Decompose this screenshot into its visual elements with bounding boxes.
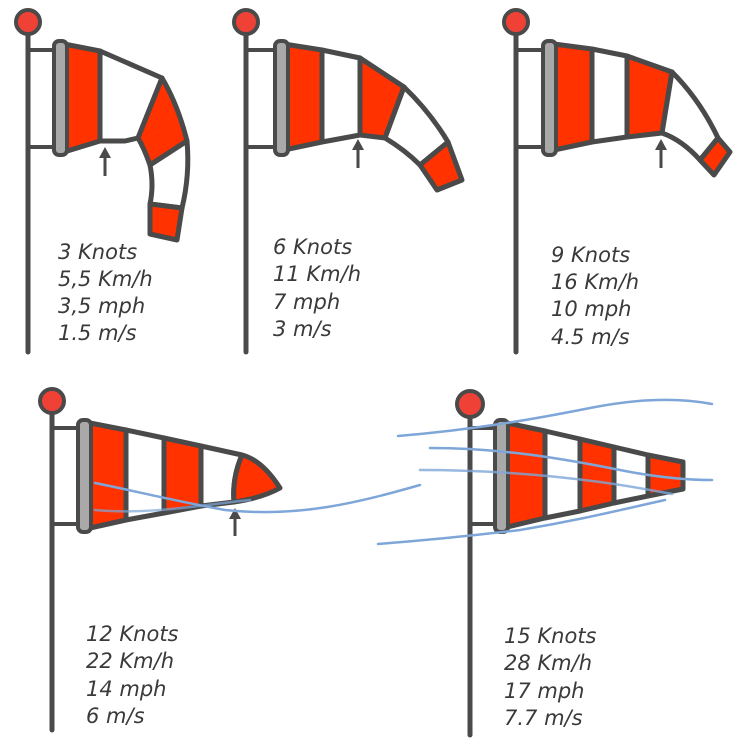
pole-ball <box>232 8 260 36</box>
collar <box>273 39 290 157</box>
speed-kmh: 11 Km/h <box>273 262 361 286</box>
speed-mph: 10 mph <box>551 297 632 321</box>
sock-stripe-2 <box>319 47 363 145</box>
sock-stripe-5 <box>645 452 686 499</box>
wind-lines <box>376 398 714 546</box>
sock-stripe-5 <box>231 452 283 505</box>
windsock-3-knots: 3 Knots 5,5 Km/h 3,5 mph 1.5 m/s <box>14 8 191 355</box>
speed-knots: 9 Knots <box>551 243 630 267</box>
collar <box>493 418 510 534</box>
sock-stripe-3 <box>577 436 617 514</box>
speed-mph: 14 mph <box>86 677 167 701</box>
speed-knots: 3 Knots <box>58 240 137 264</box>
collar <box>76 418 93 534</box>
windsock-9-knots: 9 Knots 16 Km/h 10 mph 4.5 m/s <box>502 8 733 355</box>
speed-mph: 7 mph <box>273 290 340 314</box>
collar <box>541 39 558 157</box>
windsock-6-knots: 6 Knots 11 Km/h 7 mph 3 m/s <box>232 8 465 355</box>
windsock-15-knots: 15 Knots 28 Km/h 17 mph 7.7 m/s <box>376 389 714 738</box>
speed-kmh: 28 Km/h <box>504 651 592 675</box>
sock-stripe-1 <box>551 41 595 153</box>
sock-stripe-5 <box>417 139 465 193</box>
speed-ms: 1.5 m/s <box>58 321 137 345</box>
speed-knots: 12 Knots <box>86 622 179 646</box>
sock <box>281 41 465 193</box>
sock-stripe-5 <box>147 201 185 243</box>
sock <box>551 41 733 178</box>
pole-ball <box>502 8 530 36</box>
speed-ms: 7.7 m/s <box>504 706 583 730</box>
wind-arrow <box>99 147 111 176</box>
windsock-12-knots: 12 Knots 22 Km/h 14 mph 6 m/s <box>38 387 422 733</box>
speed-knots: 6 Knots <box>273 235 352 259</box>
wind-arrow <box>655 139 667 168</box>
sock-stripe-2 <box>97 48 165 144</box>
speed-ms: 3 m/s <box>273 317 332 341</box>
wind-lines <box>93 481 422 514</box>
speed-kmh: 5,5 Km/h <box>58 267 153 291</box>
speed-ms: 4.5 m/s <box>551 325 630 349</box>
speed-mph: 17 mph <box>504 679 585 703</box>
sock <box>61 41 191 243</box>
sock-stripe-5 <box>697 135 733 178</box>
speed-kmh: 16 Km/h <box>551 270 639 294</box>
collar <box>52 39 69 157</box>
speed-mph: 3,5 mph <box>58 294 145 318</box>
sock <box>87 420 283 531</box>
wind-arrow <box>229 508 241 536</box>
speed-kmh: 22 Km/h <box>86 649 174 673</box>
pole-ball <box>455 389 485 419</box>
sock-stripe-2 <box>542 428 583 521</box>
speed-ms: 6 m/s <box>86 704 145 728</box>
wind-arrow <box>352 139 364 168</box>
pole-ball <box>38 387 66 415</box>
sock-stripe-2 <box>589 46 630 145</box>
sock-stripe-1 <box>61 41 103 155</box>
speed-knots: 15 Knots <box>504 624 597 648</box>
pole-ball <box>14 8 42 36</box>
sock-stripe-2 <box>123 427 167 523</box>
